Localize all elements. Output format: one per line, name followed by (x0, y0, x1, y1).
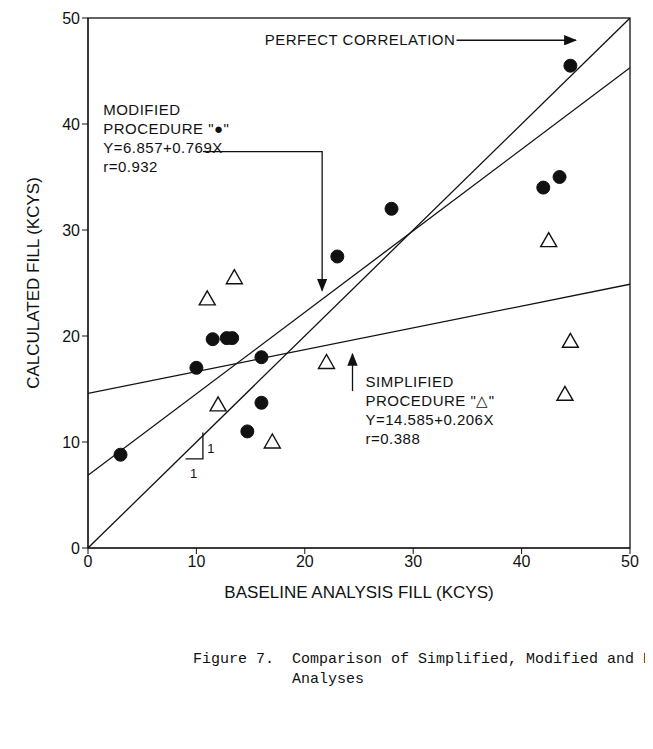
svg-text:50: 50 (62, 10, 80, 27)
svg-text:20: 20 (296, 553, 314, 570)
html-text:Y=14.585+0.206X: Y=14.585+0.206X (365, 411, 494, 428)
svg-text:10: 10 (188, 553, 206, 570)
html-text:MODIFIED: MODIFIED (103, 100, 181, 118)
html-text:r=0.932: r=0.932 (103, 157, 158, 175)
html-text:PROCEDURE "●": PROCEDURE "●" (103, 119, 230, 137)
svg-text:30: 30 (404, 553, 422, 570)
html-text:Y=6.857+0.769X: Y=6.857+0.769X (103, 138, 223, 156)
svg-text:40: 40 (513, 553, 531, 570)
svg-text:0: 0 (84, 553, 93, 570)
html-text:PERFECT CORRELATION: PERFECT CORRELATION (264, 31, 456, 49)
svg-text:30: 30 (62, 222, 80, 239)
svg-text:CALCULATED FILL (KCYS): CALCULATED FILL (KCYS) (24, 177, 43, 389)
svg-text:20: 20 (62, 328, 80, 345)
svg-text:40: 40 (62, 116, 80, 133)
svg-text:0: 0 (71, 540, 80, 557)
html-text:r=0.388: r=0.388 (365, 430, 421, 447)
html-text:PROCEDURE "△": PROCEDURE "△" (365, 392, 495, 409)
svg-text:10: 10 (62, 434, 80, 451)
html-text:1: 1 (189, 466, 198, 482)
html-text:SIMPLIFIED: SIMPLIFIED (365, 373, 454, 390)
svg-text:50: 50 (621, 553, 639, 570)
svg-text:BASELINE ANALYSIS FILL (KCYS): BASELINE ANALYSIS FILL (KCYS) (224, 583, 493, 602)
html-text:1: 1 (207, 440, 215, 456)
